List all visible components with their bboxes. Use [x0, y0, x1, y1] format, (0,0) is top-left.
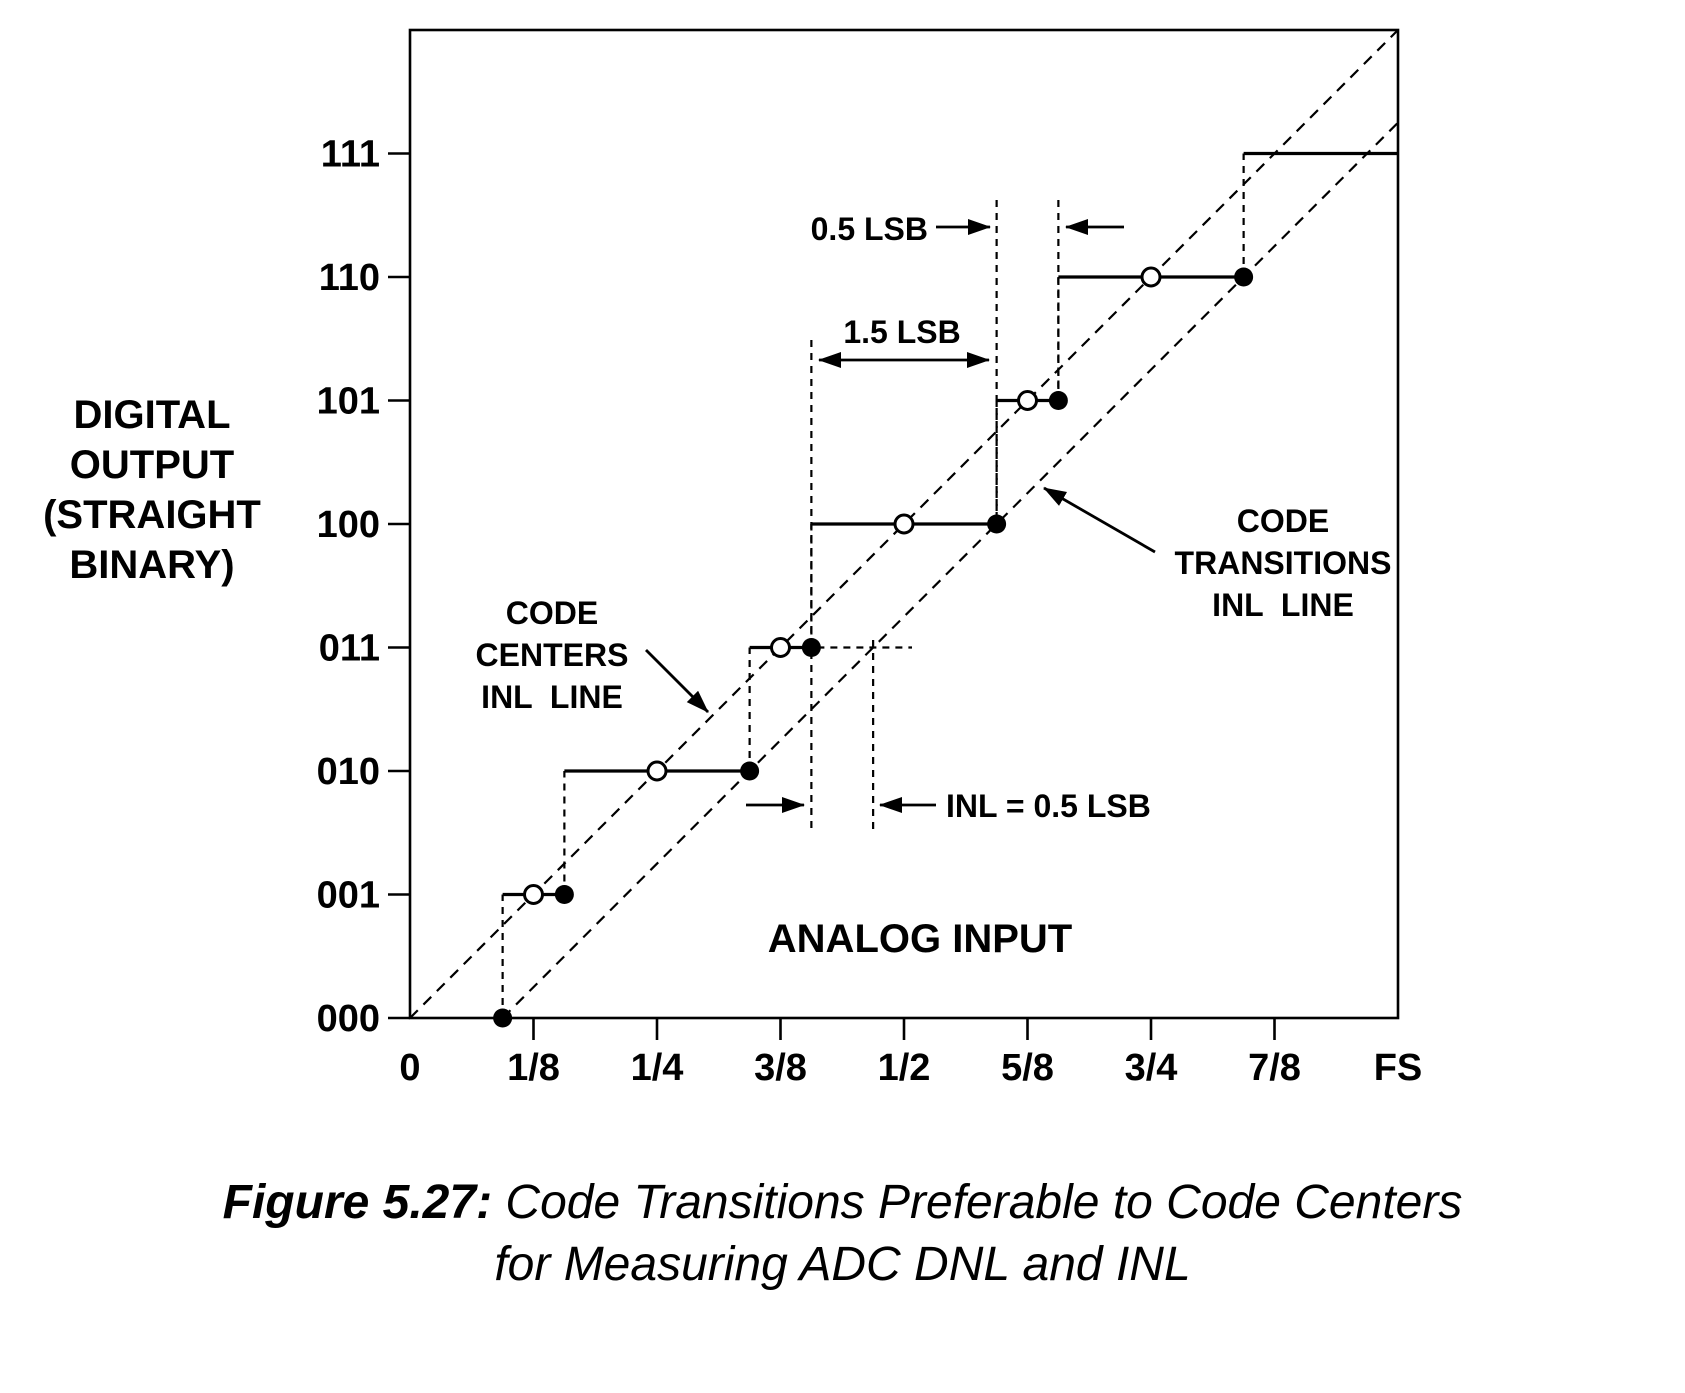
- y-tick-label-4: 100: [317, 504, 380, 546]
- caption-title: Code Transitions Preferable to Code Cent…: [505, 1176, 1463, 1229]
- x-axis-title: ANALOG INPUT: [768, 917, 1072, 961]
- x-tick-label-0: 0: [399, 1047, 420, 1089]
- code-transition-point-4: [801, 638, 821, 657]
- code-center-point-011: [770, 637, 791, 658]
- y-axis-title-line-3: (STRAIGHT: [43, 493, 261, 537]
- y-tick-label-6: 110: [319, 257, 380, 299]
- caption-figure-number: Figure 5.27:: [222, 1176, 493, 1229]
- code-center-point-100: [893, 513, 915, 535]
- plot-geometry: 0 1/8 1/4 3/8 1/2 5/8 3/4 7/8 FS 000 001 010 011 100 1…: [317, 29, 1423, 1089]
- x-tick-label-4: 1/2: [878, 1047, 931, 1089]
- centers-line-label-line-2: CENTERS: [476, 637, 629, 673]
- code-center-point-001: [523, 884, 544, 905]
- x-tick-label-2: 1/4: [631, 1047, 684, 1089]
- one-and-half-lsb-label: 1.5 LSB: [843, 314, 960, 350]
- transitions-label-arrow: [1043, 486, 1156, 554]
- code-transition-point-5: [987, 514, 1007, 534]
- caption-line-2: for Measuring ADC DNL and INL: [494, 1238, 1191, 1291]
- figure-caption: Figure 5.27: Code Transitions Preferable…: [0, 1172, 1685, 1296]
- caption-line-1: Figure 5.27: Code Transitions Preferable…: [0, 1172, 1685, 1234]
- y-tick-label-3: 011: [319, 628, 380, 670]
- y-tick-label-7: 111: [321, 134, 380, 176]
- half-lsb-label: 0.5 LSB: [811, 211, 928, 247]
- x-tick-label-1: 1/8: [507, 1047, 560, 1089]
- centers-line-label-line-1: CODE: [506, 595, 598, 631]
- x-tick-label-3: 3/8: [754, 1047, 807, 1089]
- x-tick-label-5: 5/8: [1001, 1047, 1054, 1089]
- code-transition-point-7: [1234, 267, 1254, 287]
- x-tick-label-8: FS: [1374, 1047, 1423, 1089]
- code-transition-point-3: [740, 761, 760, 781]
- transitions-line-label-line-1: CODE: [1237, 503, 1329, 539]
- y-tick-label-5: 101: [317, 381, 380, 423]
- y-axis-title-line-4: BINARY): [69, 543, 234, 587]
- x-tick-label-6: 3/4: [1125, 1047, 1178, 1089]
- y-tick-label-0: 000: [317, 998, 380, 1040]
- code-center-point-010: [646, 760, 668, 782]
- code-transition-point-2: [554, 885, 574, 904]
- centers-line-label-line-3: INL LINE: [481, 679, 623, 715]
- centers-label-arrow: [645, 649, 709, 713]
- code-center-point-101: [1017, 390, 1038, 411]
- y-tick-label-2: 010: [317, 751, 380, 793]
- transitions-line-label-line-2: TRANSITIONS: [1175, 545, 1392, 581]
- code-centers-inl-line: [409, 29, 1399, 1019]
- code-center-point-110: [1140, 266, 1162, 288]
- code-transition-point-1: [493, 1008, 513, 1028]
- inl-half-lsb-label: INL = 0.5 LSB: [946, 788, 1151, 824]
- y-axis-title-line-1: DIGITAL: [73, 393, 230, 437]
- code-transition-point-6: [1048, 391, 1068, 410]
- x-tick-label-7: 7/8: [1248, 1047, 1301, 1089]
- y-tick-label-1: 001: [317, 875, 380, 917]
- y-axis-title-line-2: OUTPUT: [70, 443, 234, 487]
- transitions-line-label-line-3: INL LINE: [1212, 587, 1354, 623]
